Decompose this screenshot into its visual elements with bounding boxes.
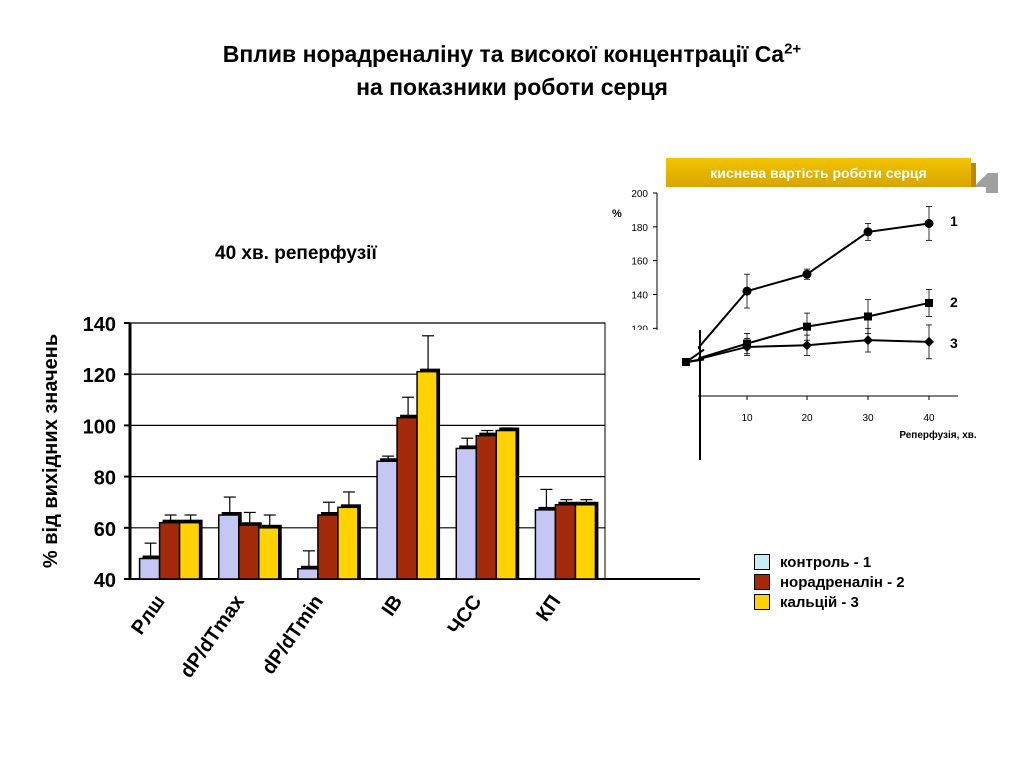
x-tick-label: dP/dTmin bbox=[258, 591, 328, 678]
bar bbox=[574, 504, 597, 580]
inset-banner: киснева вартість роботи серця bbox=[666, 158, 971, 188]
bar bbox=[534, 509, 557, 580]
title-superscript: 2+ bbox=[784, 40, 802, 58]
chart-subtitle: 40 хв. реперфузії bbox=[215, 243, 377, 264]
y-tick-label: 40 bbox=[94, 570, 116, 592]
bar bbox=[376, 460, 398, 580]
x-tick-label: ІВ bbox=[378, 591, 407, 620]
bar bbox=[396, 416, 418, 580]
bar bbox=[178, 521, 201, 580]
legend-item: норадреналін - 2 bbox=[754, 572, 905, 592]
legend-swatch-control bbox=[754, 554, 770, 570]
bar bbox=[455, 447, 477, 580]
bar bbox=[554, 504, 577, 580]
y-tick-label: 80 bbox=[94, 468, 116, 490]
bar bbox=[475, 434, 497, 580]
y-tick-label: 140 bbox=[83, 314, 116, 336]
bar bbox=[337, 506, 359, 580]
y-tick-label: 120 bbox=[83, 365, 116, 387]
legend-item: кальцій - 3 bbox=[754, 592, 905, 612]
bar bbox=[138, 557, 161, 580]
title-line-2: на показники роботи серця bbox=[356, 74, 668, 100]
title-line-1: Вплив норадреналіну та високої концентра… bbox=[0, 38, 1024, 71]
bar bbox=[218, 514, 240, 580]
chart-legend: контроль - 1 норадреналін - 2 кальцій - … bbox=[754, 552, 905, 612]
y-axis-label: % від вихідних значень bbox=[40, 334, 62, 568]
bar bbox=[495, 429, 517, 580]
bar bbox=[258, 527, 280, 580]
x-tick-label: Рлш bbox=[127, 591, 170, 639]
y-tick-label: 60 bbox=[94, 519, 116, 541]
bar bbox=[238, 524, 260, 580]
inset-banner-label: киснева вартість роботи серця bbox=[710, 165, 927, 181]
title-text: Вплив норадреналіну та високої концентра… bbox=[222, 41, 785, 67]
legend-item: контроль - 1 bbox=[754, 552, 905, 572]
legend-label: контроль - 1 bbox=[780, 553, 872, 571]
bar bbox=[317, 514, 339, 580]
page-title: Вплив норадреналіну та високої концентра… bbox=[0, 38, 1024, 104]
legend-label: норадреналін - 2 bbox=[780, 573, 905, 591]
x-tick-label: dP/dTmax bbox=[176, 591, 249, 682]
x-tick-label: КП bbox=[532, 591, 565, 625]
y-tick-label: 100 bbox=[83, 416, 116, 438]
x-tick-label: ЧСС bbox=[444, 591, 487, 639]
legend-swatch-noradrenaline bbox=[754, 574, 770, 590]
bar bbox=[158, 521, 181, 580]
bar bbox=[297, 568, 319, 580]
legend-label: кальцій - 3 bbox=[780, 593, 859, 611]
bar bbox=[416, 370, 438, 580]
legend-swatch-calcium bbox=[754, 594, 770, 610]
